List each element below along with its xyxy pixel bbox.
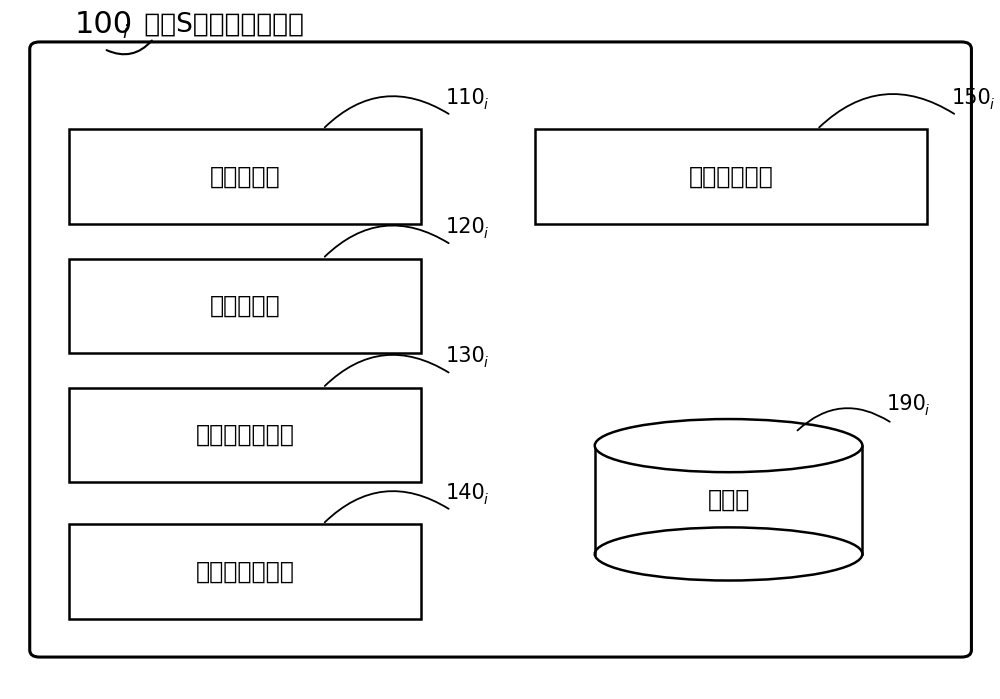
Text: 函数值计算部: 函数值计算部 [689, 164, 773, 189]
Ellipse shape [595, 528, 862, 580]
Text: i: i [484, 98, 488, 112]
FancyBboxPatch shape [535, 129, 927, 224]
FancyBboxPatch shape [69, 129, 421, 224]
Text: i: i [484, 493, 488, 507]
Text: 秘密S型函数计算装置: 秘密S型函数计算装置 [136, 11, 304, 38]
Text: 120: 120 [446, 217, 486, 237]
Text: i: i [484, 356, 488, 370]
Text: 130: 130 [446, 347, 486, 366]
Text: 190: 190 [887, 394, 927, 414]
Text: i: i [925, 403, 929, 418]
Text: 110: 110 [446, 88, 486, 108]
Text: 记录部: 记录部 [707, 488, 750, 512]
Ellipse shape [595, 419, 862, 473]
Text: 100: 100 [74, 10, 132, 39]
FancyBboxPatch shape [69, 524, 421, 619]
Text: 第二逻辑计算部: 第二逻辑计算部 [196, 559, 295, 584]
FancyBboxPatch shape [30, 42, 971, 657]
FancyBboxPatch shape [69, 259, 421, 353]
Text: 第二比较部: 第二比较部 [210, 294, 281, 318]
Text: 140: 140 [446, 483, 486, 503]
Text: 第一逻辑计算部: 第一逻辑计算部 [196, 423, 295, 447]
Text: i: i [989, 98, 993, 112]
Text: i: i [122, 24, 127, 42]
Text: 150: 150 [952, 88, 991, 108]
Text: i: i [484, 227, 488, 241]
FancyBboxPatch shape [69, 388, 421, 482]
Text: 第一比较部: 第一比较部 [210, 164, 281, 189]
